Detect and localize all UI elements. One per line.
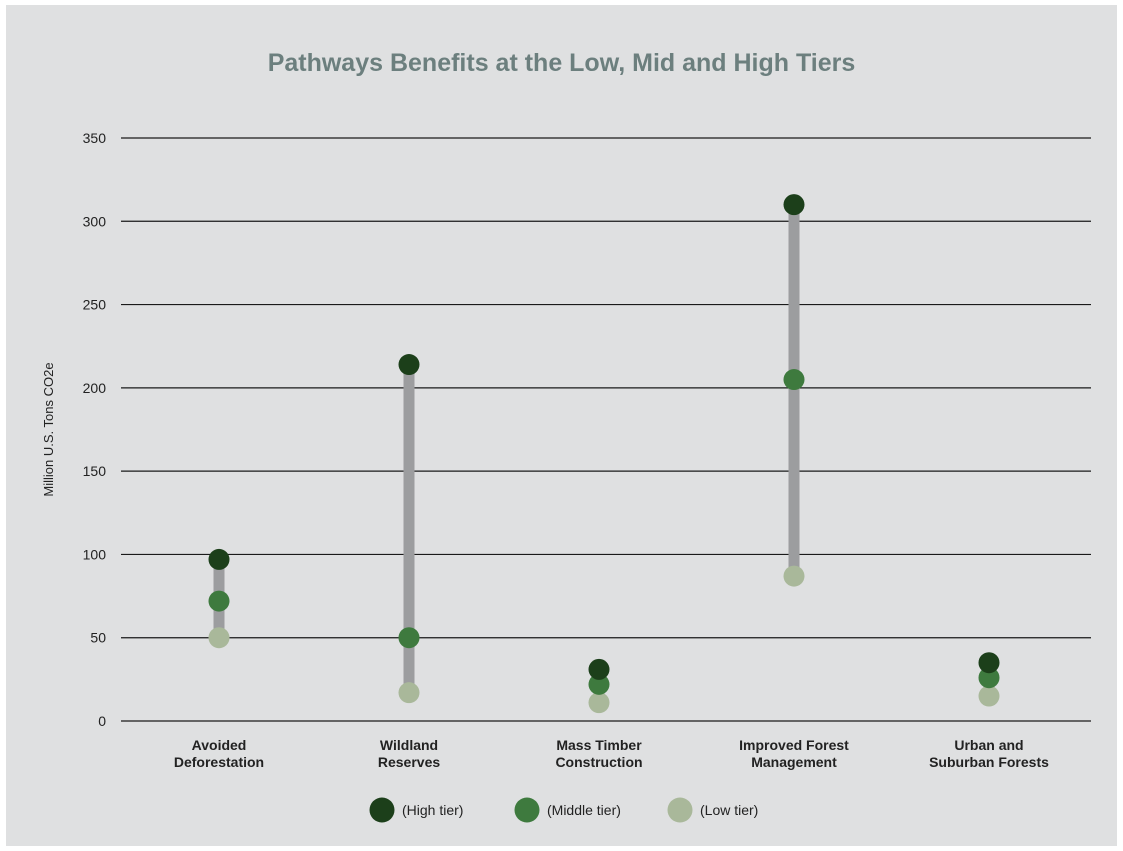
data-point	[588, 658, 610, 680]
data-point	[978, 667, 1000, 689]
data-point	[588, 673, 610, 695]
y-tick-label: 100	[83, 546, 107, 562]
data-point	[398, 354, 420, 376]
data-point	[398, 627, 420, 649]
y-tick-label: 0	[98, 713, 106, 729]
legend-swatch	[514, 797, 540, 823]
y-tick-label: 250	[83, 297, 107, 313]
legend-label: (High tier)	[402, 802, 463, 818]
y-tick-label: 300	[83, 213, 107, 229]
data-point	[783, 565, 805, 587]
legend-label: (Middle tier)	[547, 802, 621, 818]
chart-title: Pathways Benefits at the Low, Mid and Hi…	[267, 49, 856, 77]
y-tick-label: 50	[90, 630, 106, 646]
y-tick-label: 150	[83, 463, 107, 479]
legend-swatch	[667, 797, 693, 823]
chart-panel: Pathways Benefits at the Low, Mid and Hi…	[6, 5, 1117, 846]
y-tick-label: 200	[83, 380, 107, 396]
legend-swatch	[369, 797, 395, 823]
data-point	[783, 194, 805, 216]
data-point	[208, 548, 230, 570]
x-category-label: Urban and Suburban Forests	[929, 737, 1049, 770]
x-category-label: Improved Forest Management	[739, 737, 849, 770]
data-point	[783, 369, 805, 391]
data-point	[398, 682, 420, 704]
x-category-label: Avoided Deforestation	[174, 737, 264, 770]
chart-svg: 0 50 100 150 200 250 300 350 Million U.S. Tons C…	[41, 130, 1091, 823]
data-point	[978, 652, 1000, 674]
x-category-label: Mass Timber Construction	[555, 737, 642, 770]
y-tick-label: 350	[83, 130, 107, 146]
x-category-label: Wildland Reserves	[378, 737, 440, 770]
legend-label: (Low tier)	[700, 802, 758, 818]
data-point	[208, 627, 230, 649]
data-point	[588, 692, 610, 714]
y-axis-label: Million U.S. Tons CO2e	[41, 362, 56, 496]
data-point	[208, 590, 230, 612]
data-point	[978, 685, 1000, 707]
